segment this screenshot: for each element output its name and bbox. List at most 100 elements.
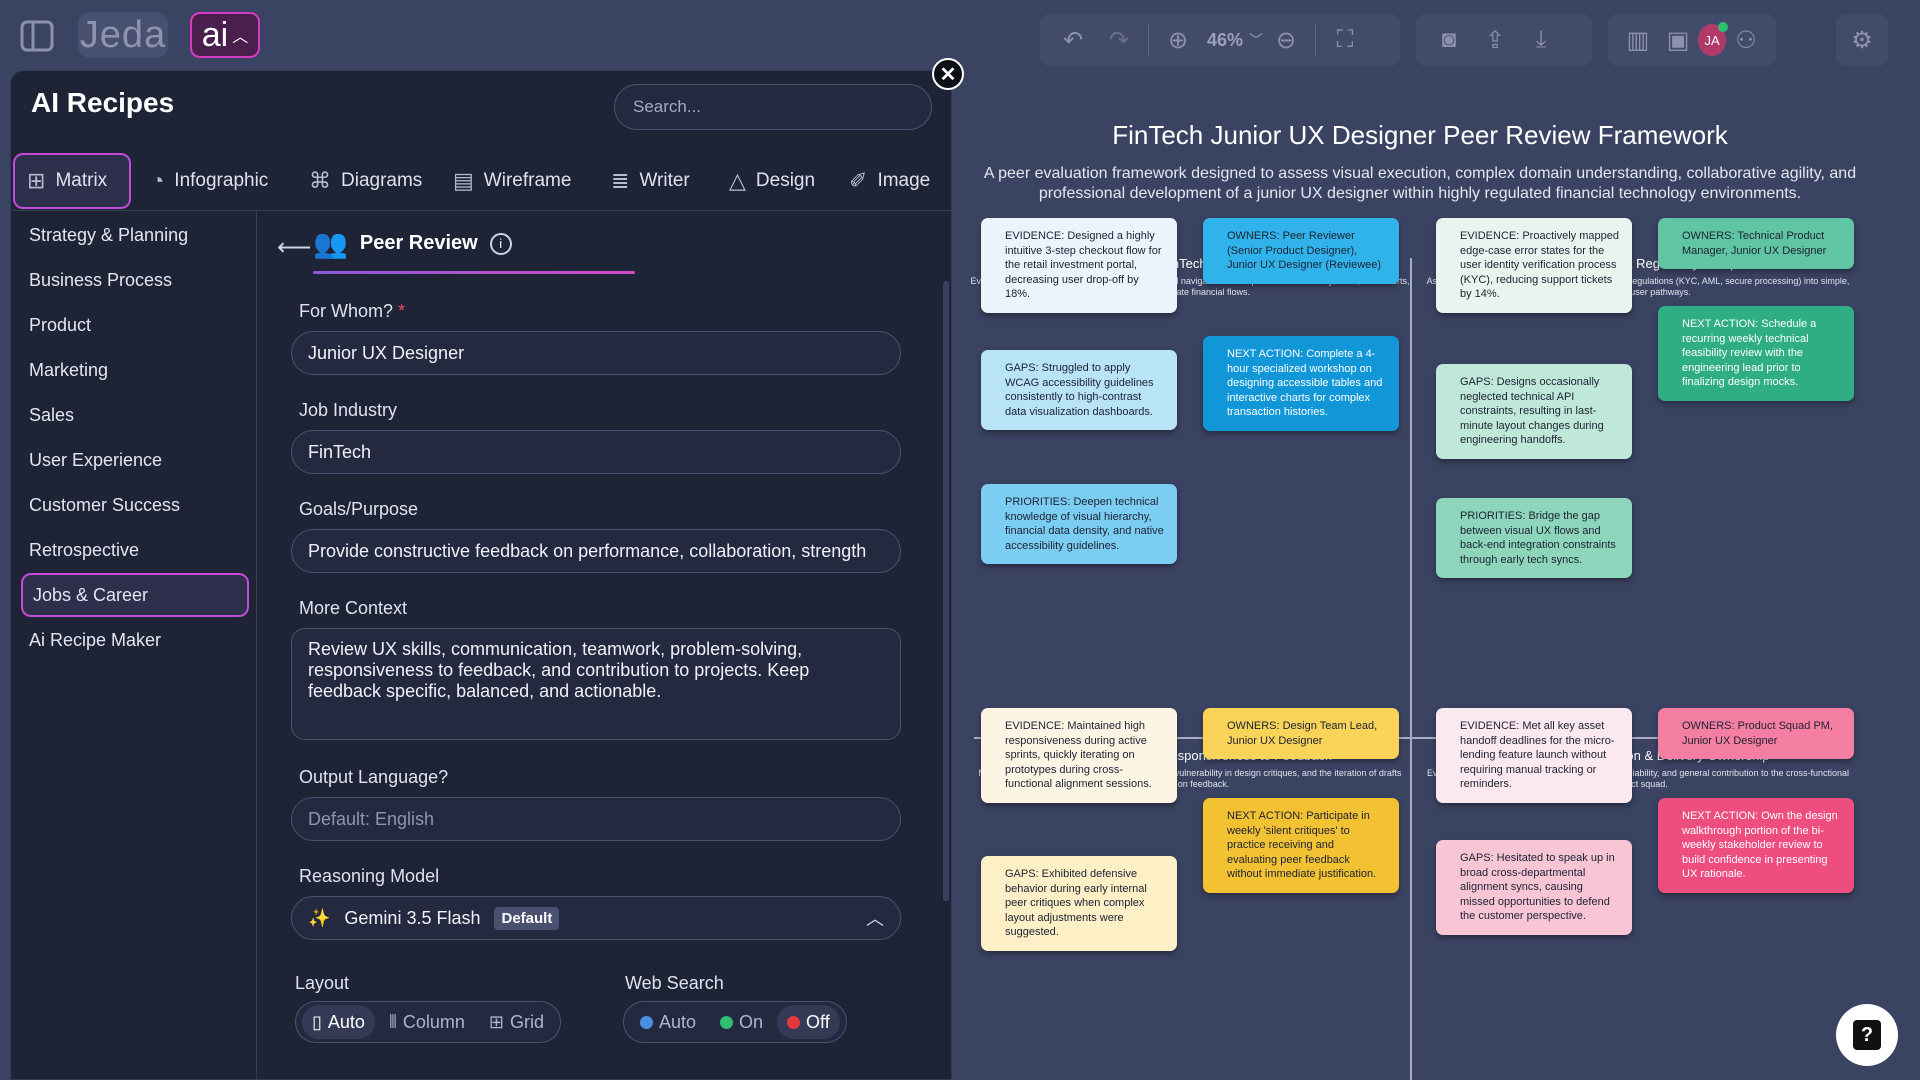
sidebar-toggle-button[interactable]	[14, 14, 60, 58]
tab-wireframe[interactable]: ▤ Wireframe	[453, 153, 571, 209]
invite-user-button[interactable]: ⚇	[1726, 17, 1766, 63]
chevron-down-icon[interactable]: ﹀	[1249, 32, 1264, 48]
model-select[interactable]: ✨ Gemini 3.5 Flash Default ︿	[291, 896, 901, 940]
pie-chart-icon: ◔	[151, 168, 165, 193]
layout-option-grid[interactable]: ⊞ Grid	[479, 1005, 554, 1039]
image-icon: ✐	[849, 168, 868, 193]
layout-option-column[interactable]: ⦀ Column	[379, 1005, 475, 1039]
arrow-left-icon: ⟵	[277, 234, 312, 261]
share-button[interactable]: ⇪	[1472, 17, 1518, 63]
sidebar-item-ai-recipe-maker[interactable]: Ai Recipe Maker	[29, 630, 162, 650]
tab-diagrams[interactable]: ⌘ Diagrams	[309, 153, 422, 209]
sticky-note[interactable]: OWNERS: Design Team Lead, Junior UX Desi…	[1203, 708, 1399, 759]
option-label: Grid	[509, 1011, 544, 1032]
download-button[interactable]: ⤓	[1518, 17, 1564, 63]
sticky-note[interactable]: PRIORITIES: Bridge the gap between visua…	[1436, 498, 1632, 578]
sidebar-item-customer-success[interactable]: Customer Success	[29, 495, 181, 515]
sticky-note[interactable]: OWNERS: Product Squad PM, Junior UX Desi…	[1658, 708, 1854, 759]
sticky-note[interactable]: GAPS: Hesitated to speak up in broad cro…	[1436, 840, 1632, 935]
brand-label: Jeda	[79, 13, 167, 56]
info-icon[interactable]: i	[489, 232, 512, 255]
present-button[interactable]: ▣	[1658, 17, 1698, 63]
sidebar-item-product[interactable]: Product	[29, 315, 92, 335]
sidebar-item-strategy[interactable]: Strategy & Planning	[29, 225, 189, 245]
layout-option-auto[interactable]: ▯ Auto	[302, 1005, 375, 1039]
context-textarea[interactable]: Review UX skills, communication, teamwor…	[291, 628, 901, 740]
close-panel-button[interactable]: ✕	[932, 58, 964, 90]
ai-menu-button[interactable]: ai ︿	[190, 12, 260, 58]
web-search-option-auto[interactable]: Auto	[630, 1005, 706, 1039]
language-input[interactable]: Default: English	[291, 797, 901, 841]
sticky-note[interactable]: EVIDENCE: Maintained high responsiveness…	[981, 708, 1177, 803]
recipe-form: ⟵ 👥 Peer Review i For Whom? * Junior UX …	[267, 211, 943, 1080]
tab-matrix[interactable]: ⊞ Matrix	[13, 153, 131, 209]
sidebar-item-retrospective[interactable]: Retrospective	[29, 540, 140, 560]
sticky-note[interactable]: EVIDENCE: Designed a highly intuitive 3-…	[981, 218, 1177, 313]
sticky-note[interactable]: GAPS: Exhibited defensive behavior durin…	[981, 856, 1177, 951]
matrix-horizontal-axis	[974, 737, 1854, 739]
sidebar-item-user-experience[interactable]: User Experience	[29, 450, 163, 470]
tab-design[interactable]: △ Design	[729, 153, 815, 209]
history-zoom-group: ↶ ↷ ⊕ 46% ﹀ ⊖ ⛶	[1040, 14, 1400, 66]
add-user-icon: ⚇	[1735, 26, 1757, 54]
sidebar-item-sales[interactable]: Sales	[29, 405, 75, 425]
sticky-note[interactable]: NEXT ACTION: Schedule a recurring weekly…	[1658, 306, 1854, 401]
diagram-icon: ⌘	[309, 168, 331, 193]
web-search-option-off[interactable]: Off	[777, 1005, 840, 1039]
panel-scrollbar[interactable]	[943, 281, 949, 901]
tab-infographic[interactable]: ◔ Infographic	[151, 153, 268, 209]
divider	[1148, 23, 1149, 57]
sticky-note[interactable]: NEXT ACTION: Participate in weekly 'sile…	[1203, 798, 1399, 893]
brand-logo[interactable]: Jeda	[78, 12, 168, 58]
redo-button[interactable]: ↷	[1096, 17, 1142, 63]
sidebar-item-business-process[interactable]: Business Process	[29, 270, 173, 290]
quadrant-description: Evaluating overall ownership, sprint com…	[1426, 768, 1850, 789]
avatar[interactable]: JA	[1698, 22, 1728, 56]
tab-image[interactable]: ✐ Image	[849, 153, 930, 209]
sticky-note[interactable]: GAPS: Struggled to apply WCAG accessibil…	[981, 350, 1177, 430]
zoom-out-icon: ⊖	[1275, 26, 1297, 54]
settings-button[interactable]: ⚙	[1839, 17, 1885, 63]
option-label: Off	[806, 1011, 830, 1032]
columns-icon: ⦀	[388, 1011, 397, 1032]
for-whom-input[interactable]: Junior UX Designer	[291, 331, 901, 375]
category-sidebar: Strategy & Planning Business Process Pro…	[11, 211, 257, 1080]
zoom-in-button[interactable]: ⊕	[1155, 17, 1201, 63]
job-industry-input[interactable]: FinTech	[291, 430, 901, 474]
blue-dot-icon	[640, 1015, 653, 1029]
search-input[interactable]: Search...	[614, 84, 932, 130]
sticky-note[interactable]: PRIORITIES: Deepen technical knowledge o…	[981, 484, 1177, 564]
option-label: Auto	[659, 1011, 697, 1032]
redo-icon: ↷	[1108, 26, 1130, 54]
recipe-type-tabs: ⊞ Matrix ◔ Infographic ⌘ Diagrams ▤ Wirefram…	[11, 153, 953, 211]
for-whom-label: For Whom? *	[299, 301, 405, 322]
sidebar-item-marketing[interactable]: Marketing	[29, 360, 109, 380]
sticky-note[interactable]: GAPS: Designs occasionally neglected tec…	[1436, 364, 1632, 459]
grid-icon: ⊞	[488, 1011, 504, 1032]
zoom-level[interactable]: 46%	[1207, 29, 1244, 50]
fit-screen-button[interactable]: ⛶	[1322, 17, 1368, 63]
sticky-note[interactable]: OWNERS: Peer Reviewer (Senior Product De…	[1203, 218, 1399, 284]
layout-button[interactable]: ▥	[1618, 17, 1658, 63]
undo-button[interactable]: ↶	[1050, 17, 1096, 63]
quadrant-description: Assessing the ability to translate compl…	[1426, 276, 1850, 297]
tab-label: Diagrams	[341, 170, 423, 191]
sticky-note[interactable]: NEXT ACTION: Complete a 4-hour specializ…	[1203, 336, 1399, 431]
chevron-up-icon: ︿	[232, 29, 249, 46]
tab-writer[interactable]: ≣ Writer	[611, 153, 690, 209]
sidebar-item-jobs-career[interactable]: Jobs & Career	[21, 573, 249, 617]
sticky-note[interactable]: OWNERS: Technical Product Manager, Junio…	[1658, 218, 1854, 269]
sticky-note[interactable]: EVIDENCE: Met all key asset handoff dead…	[1436, 708, 1632, 803]
web-search-label: Web Search	[625, 973, 724, 993]
back-button[interactable]: ⟵	[277, 233, 311, 262]
sticky-note[interactable]: NEXT ACTION: Own the design walkthrough …	[1658, 798, 1854, 893]
screenshot-button[interactable]: ◙	[1426, 17, 1472, 63]
web-search-option-on[interactable]: On	[710, 1005, 773, 1039]
sticky-note[interactable]: EVIDENCE: Proactively mapped edge-case e…	[1436, 218, 1632, 313]
sidebar-icon	[20, 20, 54, 52]
help-button[interactable]: ?	[1836, 1004, 1898, 1066]
web-search-segmented-control: Auto On Off	[623, 1001, 847, 1043]
goals-input[interactable]: Provide constructive feedback on perform…	[291, 529, 901, 573]
zoom-out-button[interactable]: ⊖	[1263, 17, 1309, 63]
tab-label: Infographic	[174, 170, 269, 191]
